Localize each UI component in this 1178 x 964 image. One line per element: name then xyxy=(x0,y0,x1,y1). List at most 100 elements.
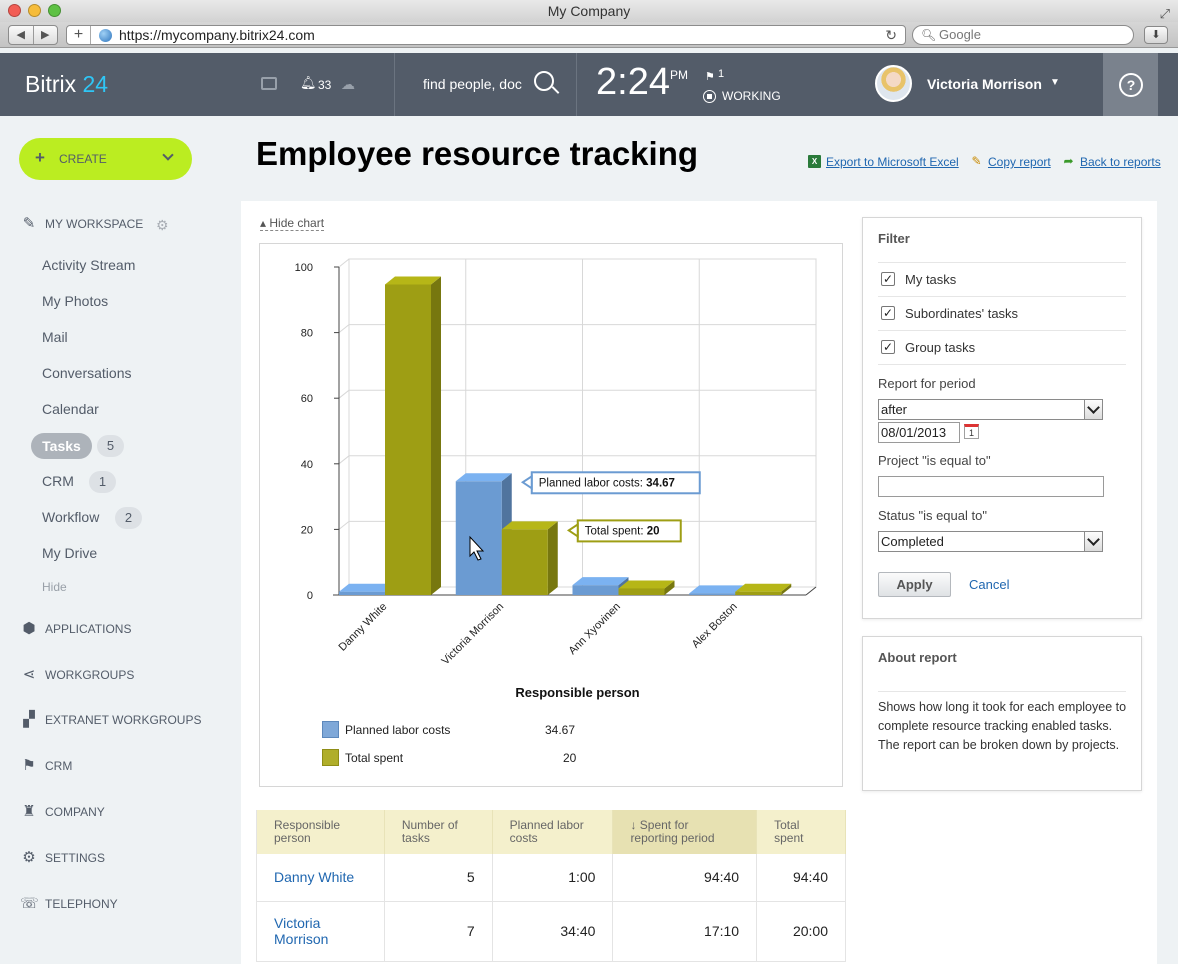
divider xyxy=(878,330,1126,331)
sidebar-item-my-photos[interactable]: My Photos xyxy=(42,293,109,309)
sidebar-item-workflow[interactable]: Workflow xyxy=(42,509,100,525)
table-cell: 94:40 xyxy=(612,854,758,902)
sidebar-item-calendar[interactable]: Calendar xyxy=(42,401,99,417)
apply-button[interactable]: Apply xyxy=(878,572,951,597)
bar-side xyxy=(431,276,441,595)
gear-icon[interactable]: ⚙ xyxy=(156,217,169,233)
grid-line xyxy=(338,521,350,530)
sidebar-hide-link[interactable]: Hide xyxy=(42,580,67,594)
column-header-total-spent[interactable]: Total spent xyxy=(756,810,846,854)
bar-top xyxy=(385,276,441,285)
hide-chart-link[interactable]: ▴ Hide chart xyxy=(260,216,325,231)
tooltip-pointer xyxy=(520,474,533,491)
column-header-spent-period[interactable]: ↓ Spent for reporting period xyxy=(612,810,758,854)
url-text[interactable]: https://mycompany.bitrix24.com xyxy=(119,27,315,43)
person-link[interactable]: Victoria Morrison xyxy=(256,901,385,962)
add-bookmark-icon[interactable]: + xyxy=(67,26,91,44)
mouse-cursor xyxy=(469,535,485,561)
user-avatar[interactable] xyxy=(875,65,912,102)
bell-icon[interactable]: 🔔︎ xyxy=(300,75,317,90)
help-icon: ? xyxy=(1119,73,1143,97)
chevron-down-icon xyxy=(1084,532,1102,551)
bar xyxy=(572,585,619,595)
chart-container: 0 20 40 60 80 100 Danny White Victoria Morrison… xyxy=(259,243,843,787)
workflow-count-badge: 2 xyxy=(115,507,142,529)
browser-search-input[interactable]: 🔍︎ Google xyxy=(912,25,1134,45)
chevron-down-icon[interactable]: ▼ xyxy=(1050,77,1060,88)
close-window-button[interactable] xyxy=(8,4,21,17)
notifications-count[interactable]: 33 xyxy=(318,78,332,92)
about-title: About report xyxy=(878,650,957,665)
cancel-link[interactable]: Cancel xyxy=(969,577,1010,592)
clock-time[interactable]: 2:24 xyxy=(596,61,670,103)
table-cell: 17:10 xyxy=(612,901,758,962)
sidebar-item-activity-stream[interactable]: Activity Stream xyxy=(42,257,136,273)
person-link[interactable]: Danny White xyxy=(256,854,385,902)
y-tick-label: 20 xyxy=(301,524,313,536)
sidebar-section-label: MY WORKSPACE xyxy=(45,217,144,231)
bar-top xyxy=(339,583,395,592)
create-button[interactable]: + CREATE xyxy=(19,138,192,180)
subordinates-tasks-label[interactable]: Subordinates' tasks xyxy=(905,306,1019,321)
back-to-reports-link[interactable]: Back to reports xyxy=(1080,155,1161,169)
tooltip-value: 34.67 xyxy=(646,477,675,489)
calendar-icon[interactable]: 1 xyxy=(964,424,979,439)
tooltip-value: 20 xyxy=(647,525,660,537)
extranet-icon: ▞ xyxy=(23,711,35,728)
group-tasks-checkbox[interactable]: ✓ xyxy=(881,340,895,354)
sidebar-item-crm[interactable]: CRM xyxy=(42,473,74,489)
tasks-count-badge: 5 xyxy=(97,435,124,457)
stop-icon[interactable] xyxy=(703,90,716,103)
downloads-button[interactable]: ⬇ xyxy=(1144,26,1168,44)
sidebar-section-label: WORKGROUPS xyxy=(45,668,135,682)
my-tasks-label[interactable]: My tasks xyxy=(905,272,957,287)
tooltip-text: Total spent: 20 xyxy=(585,525,660,537)
divider xyxy=(878,691,1126,692)
project-label: Project "is equal to" xyxy=(878,453,991,468)
project-input[interactable] xyxy=(878,476,1104,497)
subordinates-tasks-checkbox[interactable]: ✓ xyxy=(881,306,895,320)
globe-icon xyxy=(99,29,112,42)
address-bar[interactable]: + https://mycompany.bitrix24.com ↻ xyxy=(66,25,906,45)
help-button[interactable]: ? xyxy=(1103,53,1158,116)
back-button[interactable]: ◀ xyxy=(9,26,34,44)
sidebar-item-mail[interactable]: Mail xyxy=(42,329,68,345)
period-select[interactable]: after xyxy=(878,399,1103,420)
excel-icon: X xyxy=(808,155,821,168)
y-tick-label: 60 xyxy=(301,393,313,405)
chat-icon[interactable] xyxy=(261,77,277,90)
sidebar-item-conversations[interactable]: Conversations xyxy=(42,365,132,381)
minimize-window-button[interactable] xyxy=(28,4,41,17)
my-tasks-checkbox[interactable]: ✓ xyxy=(881,272,895,286)
date-input[interactable]: 08/01/2013 xyxy=(878,422,960,443)
user-name[interactable]: Victoria Morrison xyxy=(927,76,1042,92)
y-tick-label: 0 xyxy=(307,590,313,602)
work-status[interactable]: WORKING xyxy=(722,89,781,103)
bar xyxy=(455,481,502,595)
logo-number: 24 xyxy=(82,71,109,97)
header-search-input[interactable]: find people, doc xyxy=(423,76,522,92)
status-select[interactable]: Completed xyxy=(878,531,1103,552)
sidebar-item-my-drive[interactable]: My Drive xyxy=(42,545,98,561)
browser-toolbar: ◀ ▶ + https://mycompany.bitrix24.com ↻ 🔍… xyxy=(0,22,1178,48)
x-axis-depth xyxy=(805,586,817,596)
cloud-icon[interactable]: ☁ xyxy=(341,76,355,92)
column-header-person[interactable]: Responsible person xyxy=(256,810,385,854)
grid-line xyxy=(338,258,350,268)
bar-side xyxy=(781,583,792,595)
bar-top xyxy=(735,583,792,592)
export-excel-link[interactable]: Export to Microsoft Excel xyxy=(826,155,959,169)
status-label: Status "is equal to" xyxy=(878,508,987,523)
header-search-icon[interactable] xyxy=(534,71,554,91)
tooltip-pointer xyxy=(566,522,579,539)
column-header-planned[interactable]: Planned labor costs xyxy=(492,810,614,854)
copy-report-link[interactable]: Copy report xyxy=(988,155,1051,169)
fullscreen-icon[interactable]: ⤢ xyxy=(1159,6,1170,21)
zoom-window-button[interactable] xyxy=(48,4,61,17)
forward-button[interactable]: ▶ xyxy=(41,29,50,41)
group-tasks-label[interactable]: Group tasks xyxy=(905,340,976,355)
sidebar-item-tasks[interactable]: Tasks xyxy=(31,433,92,459)
bitrix-logo[interactable]: Bitrix 24 xyxy=(25,71,108,98)
reload-icon[interactable]: ↻ xyxy=(885,27,897,43)
column-header-tasks[interactable]: Number of tasks xyxy=(384,810,493,854)
